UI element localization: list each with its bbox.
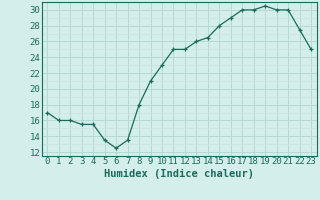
X-axis label: Humidex (Indice chaleur): Humidex (Indice chaleur) — [104, 169, 254, 179]
